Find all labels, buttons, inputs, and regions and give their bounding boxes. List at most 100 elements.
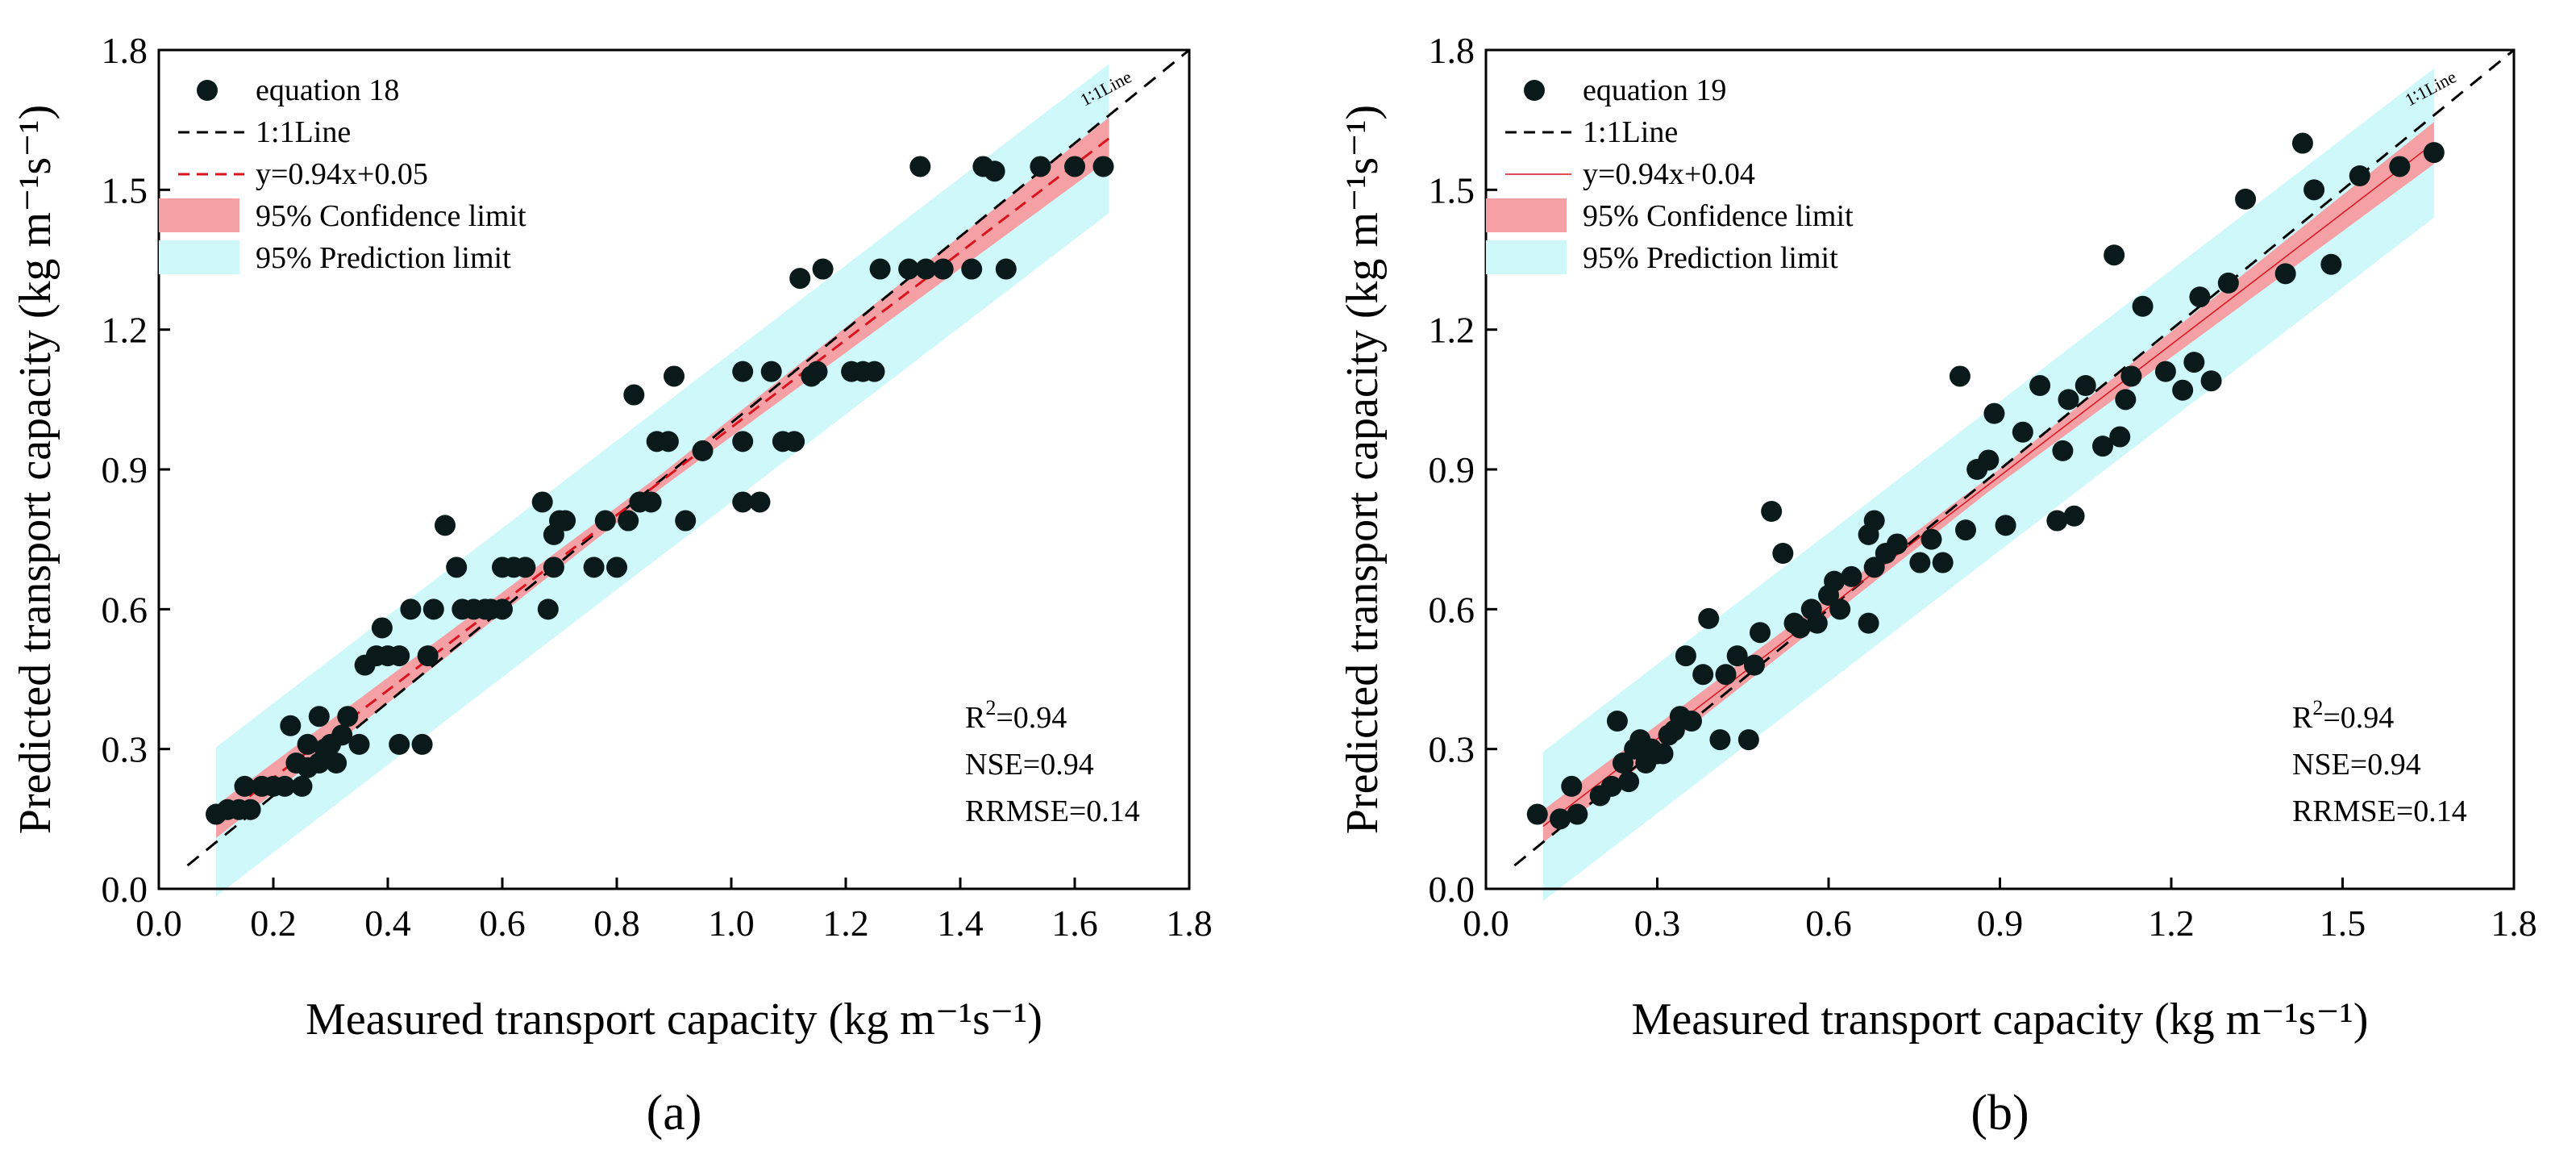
x-tick-label: 1.8 [1166,903,1213,944]
y-tick-label: 0.0 [1429,869,1475,910]
data-point [1983,402,2005,424]
chart-panel-a: 0.0 0.2 0.4 0.6 0.8 1.0 1.2 1.4 1.6 1.8 0.0 0.3 0.6 0… [10,30,1213,1140]
data-point [1887,533,1908,555]
data-point [555,510,576,532]
data-point [348,733,370,755]
data-point [961,258,983,280]
y-tick-label: 1.8 [1429,30,1475,71]
data-point [2303,179,2325,201]
x-tick-label: 0.4 [364,903,411,944]
y-tick-label: 0.9 [102,449,148,490]
rrmse-text: RRMSE=0.14 [2292,794,2467,828]
data-point [1550,808,1571,830]
y-tick-label: 1.5 [102,169,148,211]
data-point [331,724,353,746]
data-point [618,510,639,532]
data-point [789,268,811,290]
data-point [806,361,828,382]
data-point [932,258,954,280]
data-point [1932,552,1954,573]
identity-line [1513,48,2515,867]
data-point [606,557,627,578]
data-point [2320,253,2342,275]
data-point [400,598,422,620]
x-tick-label: 1.6 [1051,903,1098,944]
data-point [291,775,313,797]
y-tick-label: 0.3 [102,729,148,770]
data-point [1600,775,1622,797]
x-tick-label: 0.2 [250,903,297,944]
data-point [435,515,456,536]
data-point [2183,352,2205,373]
data-point [239,798,261,820]
data-point [2109,426,2131,448]
data-point [2172,379,2194,401]
legend: equation 19 1:1Line y=0.94x+0.04 95% Confid… [1486,73,1854,275]
confidence-band [1542,122,2434,843]
data-point [2063,505,2085,527]
x-tick-label: 0.0 [1463,903,1509,944]
data-point [2092,436,2113,457]
data-point [1692,664,1714,686]
data-point [864,361,885,382]
data-point [326,753,347,773]
data-point [812,258,834,280]
data-point [915,258,937,280]
data-point [1750,622,1771,644]
data-point [1761,501,1783,522]
data-point [537,598,559,620]
data-point [869,258,891,280]
data-point [594,510,616,532]
x-tick-label: 1.5 [2320,903,2366,944]
legend-entry: 95% Confidence limit [1583,199,1854,233]
y-tick-label: 1.2 [1429,310,1475,351]
data-point [1858,612,1879,634]
identity-line [186,48,1190,867]
legend-prediction-swatch [159,240,239,274]
data-point [2217,272,2239,294]
data-point [1806,612,1828,634]
data-point [1921,528,1942,550]
data-point [760,361,782,382]
data-point [1737,729,1759,751]
data-point [1681,711,1702,732]
data-point [675,510,697,532]
legend-point-marker [1524,80,1545,101]
data-point [995,258,1017,280]
legend-entry: y=0.94x+0.04 [1583,157,1755,191]
data-point [692,440,714,461]
data-point [2046,510,2068,532]
data-point [1613,753,1633,773]
x-tick-label: 0.9 [1977,903,2024,944]
data-point [2029,375,2051,396]
legend-confidence-swatch [159,198,239,232]
data-point [1715,664,1737,686]
data-point [1675,645,1696,667]
data-point [1064,156,1085,177]
chart-panel-b: 0.0 0.3 0.6 0.9 1.2 1.5 1.8 0.0 0.3 0.6 0.9 1.2 1.5 1… [1338,30,2537,1140]
data-point [492,598,513,620]
data-point [280,715,302,736]
legend-point-marker [197,80,218,101]
x-tick-label: 1.8 [2491,903,2537,944]
legend-entry: equation 18 [256,73,399,107]
data-point [2132,295,2154,317]
data-point [1863,510,1885,532]
data-point [371,617,393,639]
data-point [422,598,444,620]
legend-confidence-swatch [1486,198,1567,232]
x-axis-label: Measured transport capacity (kg m⁻¹s⁻¹) [306,994,1042,1045]
data-point [623,384,645,406]
data-point [2052,440,2074,461]
x-tick-label: 0.8 [593,903,640,944]
data-point [732,431,754,452]
data-point [274,775,296,797]
y-axis-label: Predicted transport capacity (kg m⁻¹s⁻¹) [10,105,60,834]
data-point [1978,449,2000,471]
data-point [1829,598,1851,620]
data-point [657,431,679,452]
data-point [234,775,256,797]
x-tick-label: 1.4 [937,903,984,944]
data-point [2349,165,2370,186]
